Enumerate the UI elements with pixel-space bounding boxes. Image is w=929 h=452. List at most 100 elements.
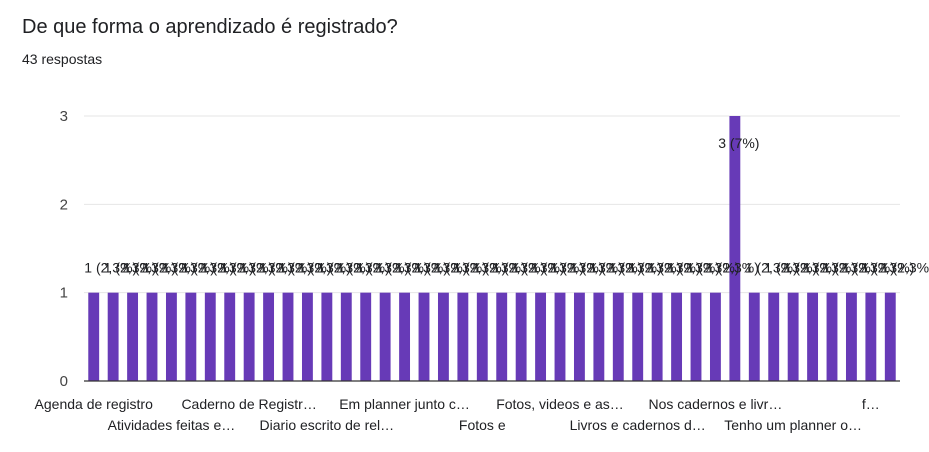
bar	[146, 292, 158, 381]
data-label: 1 (2,3%)	[764, 260, 817, 276]
data-label: 1 (2,3%)	[123, 260, 176, 276]
bar	[496, 292, 508, 381]
bar	[360, 292, 372, 381]
x-tick-label: Em planner junto c…	[339, 396, 470, 412]
bar	[787, 292, 799, 381]
x-tick-label: Caderno de Registr…	[181, 396, 316, 412]
bar	[340, 292, 352, 381]
data-label: 1 (2,3%)	[337, 260, 390, 276]
data-label: 1 (2,3%)	[162, 260, 215, 276]
data-label: 1 (2,3%)	[823, 260, 876, 276]
data-label: 1 (2,3%)	[298, 260, 351, 276]
bar	[107, 292, 119, 381]
bar	[437, 292, 449, 381]
bar	[301, 292, 313, 381]
data-label: 1 (2,3%)	[317, 260, 370, 276]
data-label: 1 (2,3%)	[104, 260, 157, 276]
y-tick-label: 1	[60, 285, 68, 302]
bar	[884, 292, 896, 381]
bar	[127, 292, 139, 381]
data-label: 1 (2,3%)	[492, 260, 545, 276]
x-tick-label: Diario escrito de rel…	[260, 417, 395, 433]
x-tick-label: Agenda de registro	[35, 396, 154, 412]
data-label: 1 (2,3%)	[706, 260, 759, 276]
bar	[535, 292, 547, 381]
data-label: 1 (2,3%)	[589, 260, 642, 276]
data-label: 1 (2,3%)	[220, 260, 273, 276]
bar	[204, 292, 216, 381]
bar	[321, 292, 333, 381]
bar	[632, 292, 644, 381]
bar	[379, 292, 391, 381]
data-label: 1 (2,3%)	[745, 260, 798, 276]
bar	[165, 292, 177, 381]
y-tick-label: 2	[60, 196, 68, 213]
x-tick-label: f…	[862, 396, 880, 412]
data-label: 1 (2,3%)	[667, 260, 720, 276]
bar	[243, 292, 255, 381]
bar	[282, 292, 294, 381]
x-tick-label: Tenho um planner o…	[724, 417, 862, 433]
x-tick-label: Atividades feitas e…	[108, 417, 236, 433]
bar	[263, 292, 275, 381]
bar	[185, 292, 197, 381]
bar	[224, 292, 236, 381]
data-label: 1 (2,3%)	[861, 260, 914, 276]
bar	[88, 292, 100, 381]
response-count: 43 respostas	[22, 51, 103, 67]
data-label: 1 (2,3%)	[609, 260, 662, 276]
data-label: 1 (2,3%)	[356, 260, 409, 276]
data-label: 1 (2,3%)	[395, 260, 448, 276]
bar	[690, 292, 702, 381]
x-tick-label: Fotos e	[459, 417, 506, 433]
data-label: 1 (2,3%)	[551, 260, 604, 276]
bar	[709, 292, 721, 381]
bar	[593, 292, 605, 381]
bar	[399, 292, 411, 381]
data-label: 1 (2,3%)	[531, 260, 584, 276]
data-label: 1 (2,3%)	[376, 260, 429, 276]
data-label: 1 (2,3%)	[84, 260, 137, 276]
x-tick-label: Fotos, videos e as…	[496, 396, 624, 412]
data-label: 1 (2,3%)	[201, 260, 254, 276]
data-label: 1 (2,3%)	[473, 260, 526, 276]
data-label: 1 (2,3%)	[181, 260, 234, 276]
bar	[865, 292, 877, 381]
data-label: 1 (2,3%)	[279, 260, 332, 276]
bar	[476, 292, 488, 381]
data-label: 1 (2,3%)	[648, 260, 701, 276]
data-label: 1 (2,3%)	[784, 260, 837, 276]
bar	[651, 292, 663, 381]
bar	[729, 116, 741, 381]
bar	[612, 292, 624, 381]
data-label: 1 (2,3%)	[881, 260, 929, 276]
data-label: 3 (7%)	[718, 135, 759, 151]
y-tick-label: 0	[60, 373, 68, 390]
bar	[418, 292, 430, 381]
bar	[845, 292, 857, 381]
bar	[515, 292, 527, 381]
data-label: 1 (2,3%)	[434, 260, 487, 276]
bar	[457, 292, 469, 381]
y-tick-label: 3	[60, 108, 68, 125]
data-label: 1 (2,3%)	[453, 260, 506, 276]
x-tick-label: Nos cadernos e livr…	[649, 396, 783, 412]
data-label: 1 (2,3%)	[143, 260, 196, 276]
bar	[671, 292, 683, 381]
data-label: 1 (2,3%)	[628, 260, 681, 276]
bar	[826, 292, 838, 381]
data-label: 1 (2,3%)	[687, 260, 740, 276]
chart-title: De que forma o aprendizado é registrado?	[22, 16, 398, 38]
bar	[807, 292, 819, 381]
bar	[748, 292, 760, 381]
data-label: 1 (2,3%)	[512, 260, 565, 276]
x-tick-label: Livros e cadernos d…	[570, 417, 706, 433]
data-label: 1 (2,3%)	[240, 260, 293, 276]
data-label: 1 (2,3%)	[842, 260, 895, 276]
bar	[768, 292, 780, 381]
data-label: 1 (2,3%)	[803, 260, 856, 276]
bar	[573, 292, 585, 381]
data-label: 1 (2,3%)	[570, 260, 623, 276]
data-label: 1 (2,3%)	[415, 260, 468, 276]
